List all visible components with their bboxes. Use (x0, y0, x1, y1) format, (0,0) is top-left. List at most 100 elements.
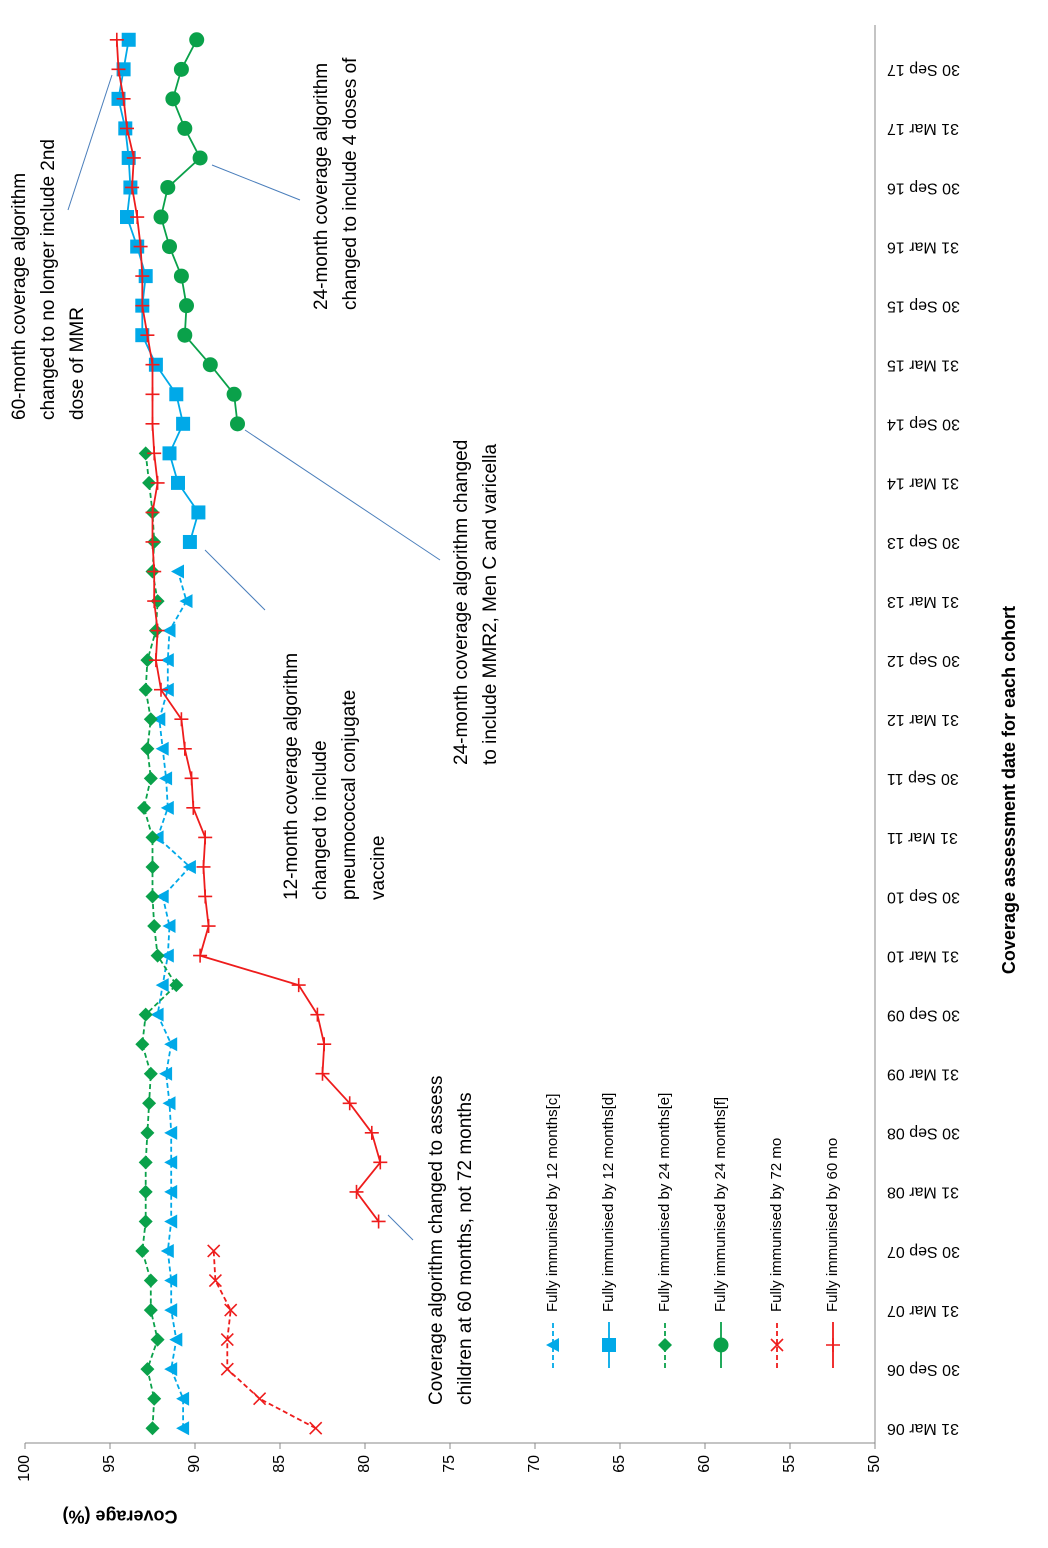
data-point (193, 948, 208, 963)
data-point (155, 978, 169, 993)
y-tick-label: 100 (16, 1455, 33, 1482)
legend-marker (770, 1338, 784, 1352)
data-point (145, 830, 160, 845)
data-point (171, 475, 185, 490)
data-point (224, 1303, 238, 1317)
data-point (133, 239, 148, 254)
series-line (212, 1250, 317, 1429)
data-point (150, 475, 165, 490)
data-point (147, 919, 162, 934)
annotation-text: changed to include (310, 740, 331, 900)
annotation-text: vaccine (368, 836, 389, 900)
data-point (179, 594, 193, 609)
annotation-text: 12-month coverage algorithm (281, 653, 302, 900)
annotation-text: 60-month coverage algorithm (9, 173, 30, 420)
data-point (150, 1332, 165, 1347)
data-point (138, 446, 153, 461)
y-tick-label: 90 (186, 1455, 203, 1473)
data-point (145, 416, 160, 431)
data-point (126, 150, 141, 165)
data-point (176, 416, 191, 431)
x-tick-label: 30 Sep 06 (887, 1361, 960, 1378)
annotation-leader (244, 429, 441, 561)
x-tick-label: 30 Sep 14 (887, 416, 960, 433)
y-tick-label: 75 (441, 1455, 458, 1473)
data-point (176, 1391, 190, 1406)
data-point (142, 1096, 157, 1111)
x-tick-label: 30 Sep 09 (887, 1006, 960, 1023)
data-point (155, 889, 169, 904)
y-tick-label: 85 (271, 1455, 288, 1473)
y-axis-title: Coverage (%) (62, 1506, 177, 1526)
data-point (125, 180, 140, 195)
data-point (145, 859, 160, 874)
x-tick-label: 30 Sep 15 (887, 297, 960, 314)
data-point (116, 91, 131, 106)
x-tick-label: 30 Sep 13 (887, 534, 960, 551)
data-point (162, 239, 177, 255)
data-point (153, 209, 169, 225)
x-tick-label: 31 Mar 15 (887, 356, 959, 373)
x-axis-title: Coverage assessment date for each cohort (999, 606, 1019, 974)
annotation-leader (204, 549, 266, 611)
annotation-text: changed to include 4 doses of (340, 57, 361, 310)
data-point (164, 1184, 178, 1199)
y-tick-label: 60 (696, 1455, 713, 1473)
data-point (196, 859, 211, 874)
annotation-text: children at 60 months, not 72 months (455, 1092, 476, 1405)
annotation-text: dose of MMR (67, 307, 88, 420)
x-tick-label: 31 Mar 08 (887, 1184, 959, 1201)
data-point (135, 1037, 150, 1052)
data-point (164, 1125, 178, 1140)
data-point (230, 416, 245, 432)
data-point (176, 1421, 190, 1436)
data-point (198, 889, 213, 904)
data-point (135, 298, 150, 313)
data-point (121, 32, 136, 47)
data-point (160, 948, 174, 963)
data-point (160, 653, 174, 668)
y-tick-label: 80 (356, 1455, 373, 1473)
data-point (159, 771, 173, 786)
data-point (150, 1007, 164, 1022)
data-point (177, 120, 193, 136)
legend-marker (826, 1338, 840, 1352)
data-point (164, 1362, 178, 1377)
rotated-chart: 50 55 60 65 70 75 80 85 90 95 100 31 Mar 06 30 Sep 0… (9, 25, 1019, 1526)
data-point (143, 1303, 158, 1318)
data-point (315, 1066, 330, 1081)
y-tick-label: 65 (611, 1455, 628, 1473)
data-point (154, 682, 168, 697)
x-tick-label: 31 Mar 12 (887, 711, 959, 728)
x-tick-label: 31 Mar 06 (887, 1420, 959, 1437)
data-point (111, 62, 126, 77)
data-point (310, 1007, 325, 1022)
data-point (138, 1214, 153, 1229)
data-point (162, 446, 177, 461)
data-point (162, 623, 176, 638)
x-tick-label: 31 Mar 07 (887, 1302, 959, 1319)
annotation-text: to include MMR2, Men C and varicella (480, 444, 501, 765)
x-tick-label: 30 Sep 12 (887, 652, 960, 669)
data-point (202, 357, 218, 373)
data-point (317, 1037, 332, 1052)
data-point (147, 1391, 162, 1406)
data-point (138, 682, 153, 697)
data-point (182, 534, 197, 549)
data-point (138, 1184, 153, 1199)
data-point (207, 1244, 221, 1258)
data-point (186, 800, 201, 815)
x-tick-label: 30 Sep 08 (887, 1125, 960, 1142)
legend-label: Fully immunised by 12 months[c] (544, 1094, 561, 1312)
data-point (169, 978, 184, 993)
annotation-text: 24-month coverage algorithm changed (451, 440, 472, 765)
data-point (342, 1096, 357, 1111)
x-tick-label: 31 Mar 09 (887, 1065, 959, 1082)
data-point (142, 475, 157, 490)
data-point (138, 1155, 153, 1170)
annotation-text: changed to no longer include 2nd (38, 139, 59, 420)
data-point (192, 150, 208, 166)
data-point (253, 1392, 267, 1406)
data-point (147, 446, 162, 461)
